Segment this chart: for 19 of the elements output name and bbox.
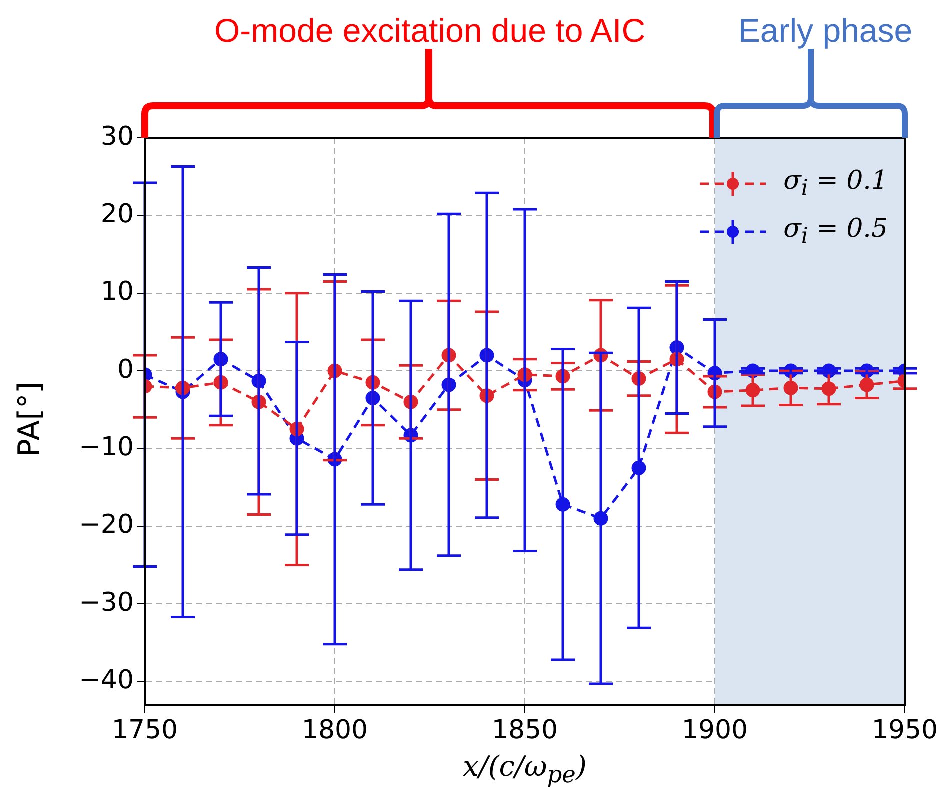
y-tick-label: 20 [100, 199, 134, 230]
legend-label: σ$_{i}$ = 0.1 [784, 166, 888, 202]
y-axis-title: PA[°] [12, 380, 48, 459]
x-axis-title: x/(c/ω$_{pe}$) [462, 750, 588, 789]
x-tick-label: 1900 [682, 715, 748, 746]
text: O-mode excitation due to AIC [212, 12, 648, 49]
y-tick-label: −30 [79, 588, 134, 618]
y-tick-label: 0 [117, 354, 134, 385]
band-label: Early phase [736, 12, 915, 49]
x-tick-label: 1750 [112, 715, 178, 746]
y-tick-label: −10 [79, 432, 134, 462]
y-tick-label: −40 [79, 665, 134, 696]
y-tick-label: −20 [79, 510, 134, 540]
x-tick-label: 1800 [302, 715, 368, 746]
legend-label: σ$_{i}$ = 0.5 [784, 214, 888, 250]
x-tick-label: 1950 [872, 715, 938, 746]
y-tick-label: 30 [100, 122, 134, 152]
x-tick-label: 1850 [492, 715, 558, 746]
y-tick-label: 10 [100, 277, 134, 308]
